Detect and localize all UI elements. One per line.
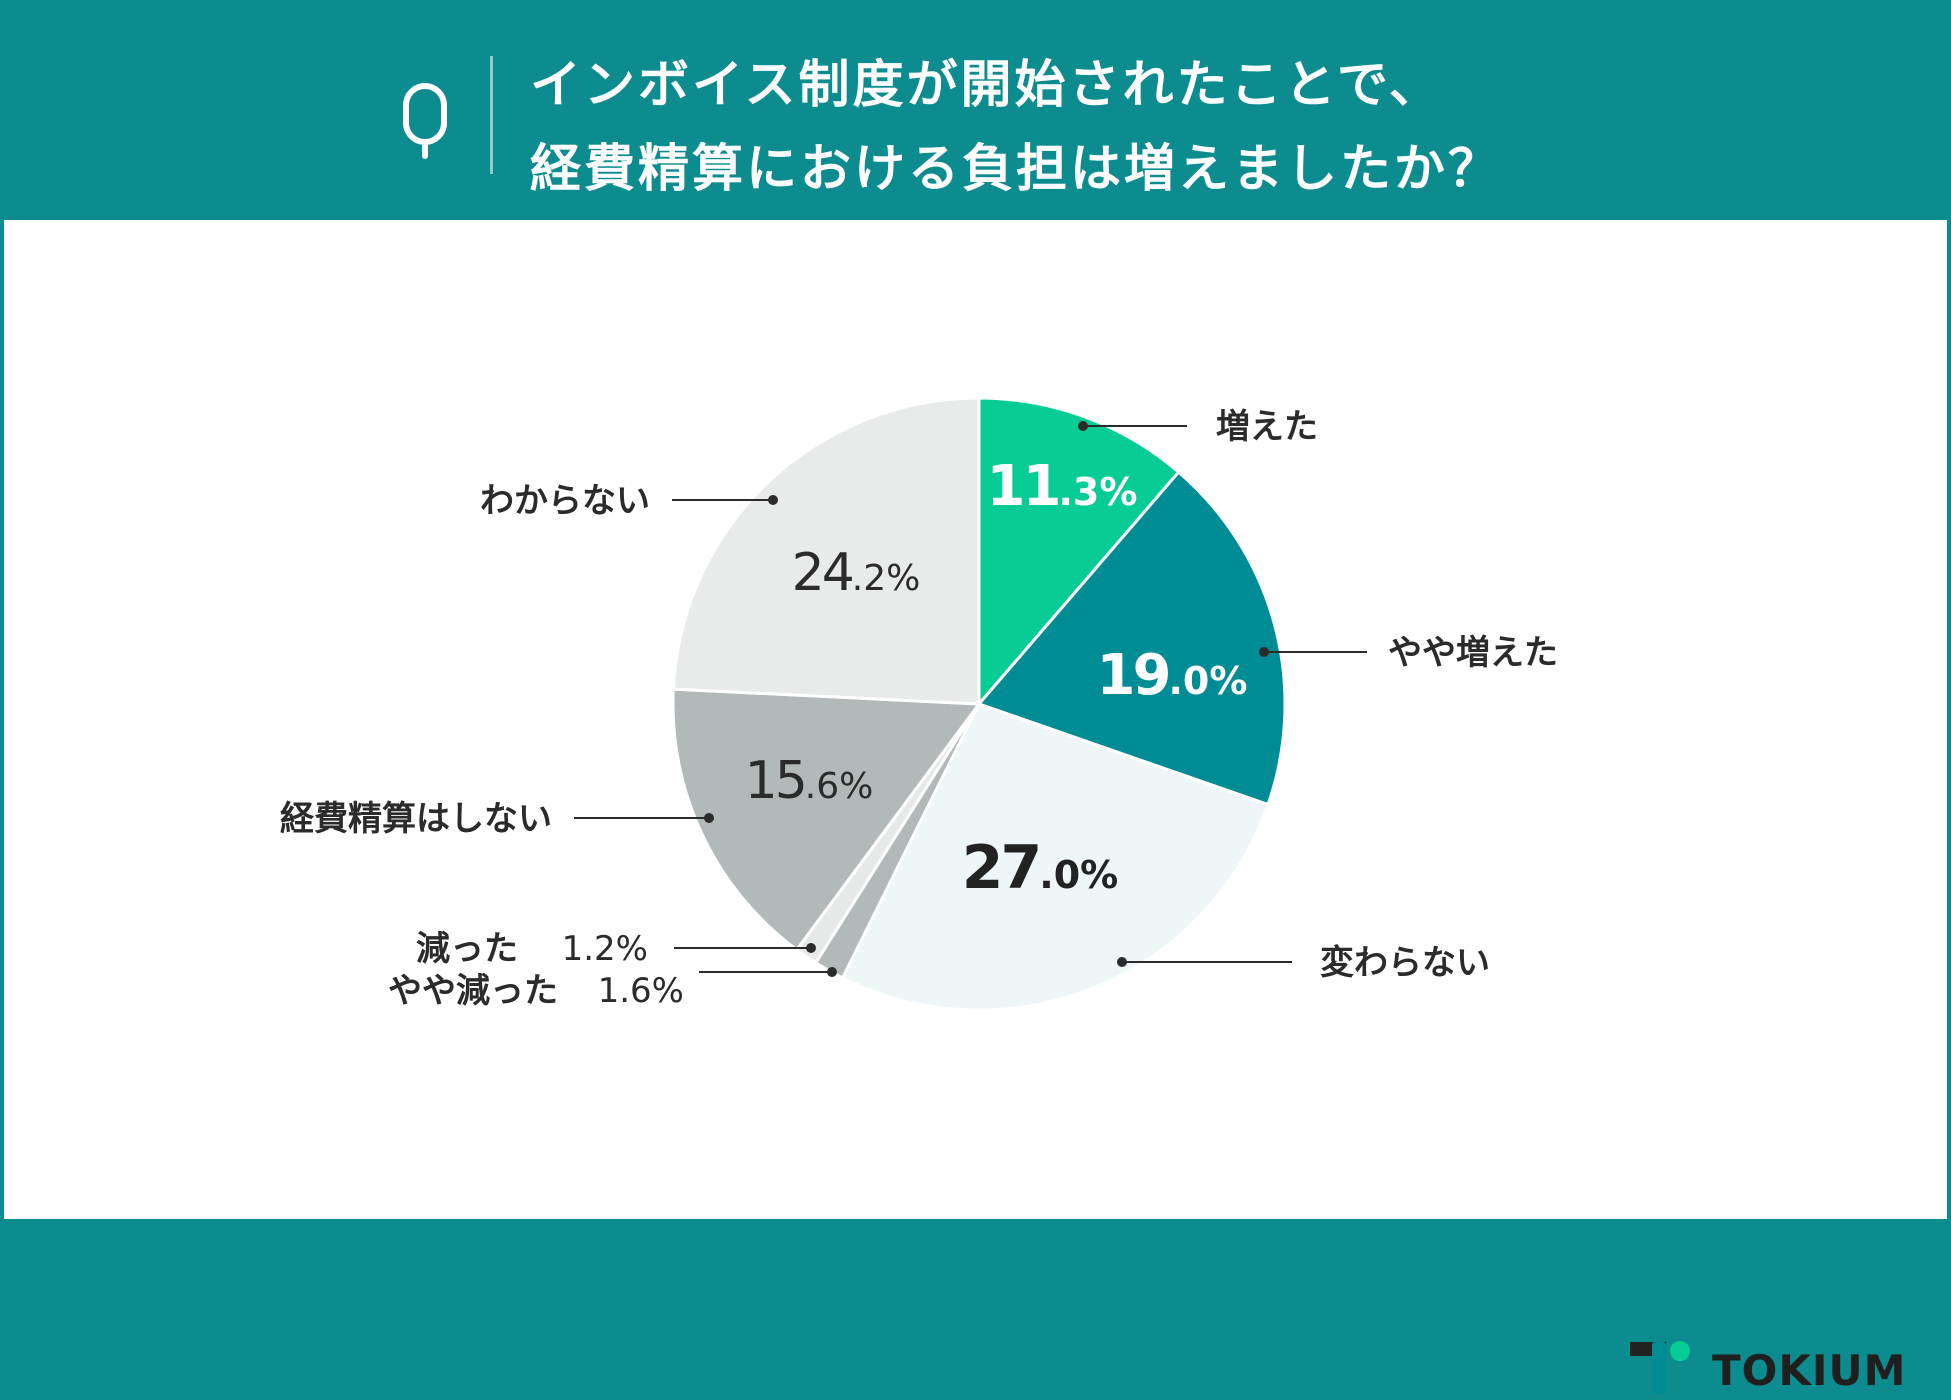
pct-label-wakaranai: 24.2%: [792, 543, 921, 603]
category-label-hetta: 減った: [416, 929, 518, 969]
pct-label-yaya-hetta: 1.6%: [598, 971, 684, 1011]
tokium-logo: TOKIUM: [1630, 1340, 1910, 1400]
chart-panel: 11.3% 19.0% 27.0% 15.6% 24.2% 増えたやや増えた変わらない わか…: [4, 220, 1947, 1395]
pct-label-yaya-fueta: 19.0%: [1097, 643, 1248, 708]
pie-slice-fueta: [977, 396, 1181, 709]
q-letter-icon: [403, 83, 447, 159]
pie-slice-wakaranai: [671, 396, 981, 706]
tokium-logo-icon: [1630, 1341, 1690, 1394]
question-header: インボイス制度が開始されたことで、 経費精算における負担は増えましたか？: [0, 0, 1951, 220]
category-label-fueta: 増えた: [1216, 407, 1318, 447]
pct-label-kawaranai: 27.0%: [962, 833, 1118, 903]
title-line-1: インボイス制度が開始されたことで、: [530, 56, 1443, 115]
category-label-yaya-hetta: やや減った: [388, 971, 558, 1011]
callout-dot-wakaranai: [768, 495, 778, 505]
callout-dot-keihi-shinai: [704, 813, 714, 823]
callout-dot-yaya-fueta: [1259, 647, 1269, 657]
callout-dot-kawaranai: [1117, 957, 1127, 967]
title-line-2: 経費精算における負担は増えましたか？: [530, 140, 1503, 199]
callout-dot-yaya-hetta: [827, 967, 837, 977]
pct-label-keihi-shinai: 15.6%: [745, 751, 874, 811]
header-divider: [490, 56, 493, 174]
brand-name: TOKIUM: [1712, 1346, 1907, 1395]
category-label-yaya-fueta: やや増えた: [1388, 633, 1558, 673]
question-title: インボイス制度が開始されたことで、 経費精算における負担は増えましたか？: [530, 44, 1850, 212]
category-label-wakaranai: わからない: [480, 481, 650, 521]
pie-slice-yaya-fueta: [976, 469, 1287, 807]
category-label-keihi-shinai: 経費精算はしない: [280, 799, 552, 839]
pct-label-hetta: 1.2%: [562, 929, 648, 969]
pie-slice-kawaranai: [840, 702, 1270, 1012]
callout-dot-fueta: [1078, 421, 1088, 431]
pct-label-fueta: 11.3%: [987, 454, 1138, 519]
category-label-kawaranai: 変わらない: [1320, 943, 1490, 983]
callout-dot-hetta: [806, 943, 816, 953]
pie-slice-keihi-shinai: [671, 687, 982, 952]
